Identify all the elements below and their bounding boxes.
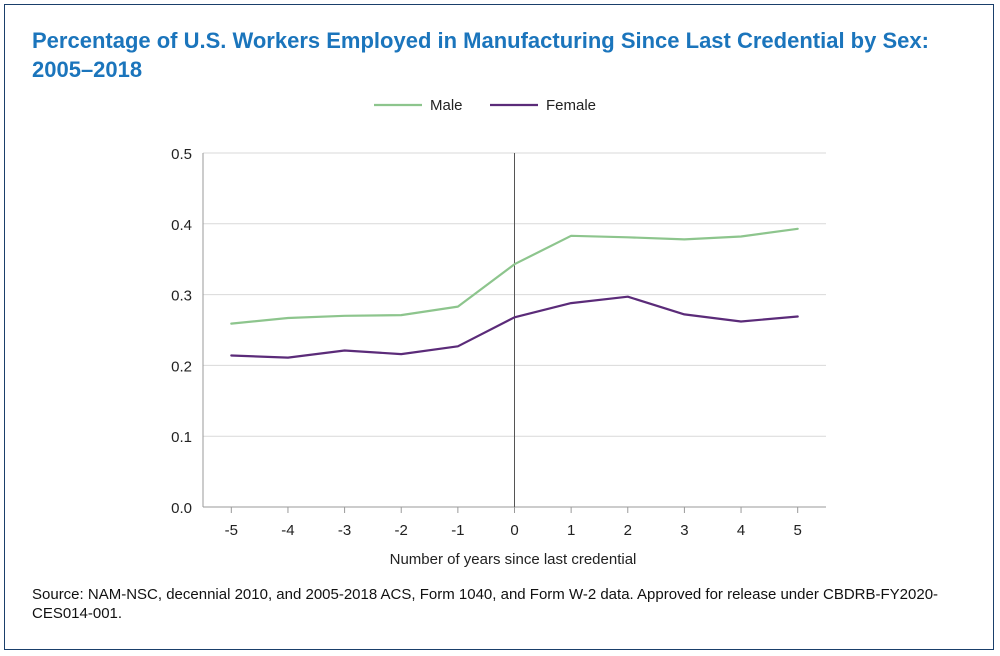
x-tick-label: 0 (510, 522, 518, 539)
chart-title: Percentage of U.S. Workers Employed in M… (32, 28, 929, 82)
y-tick-label: 0.0 (171, 500, 192, 517)
y-tick-label: 0.3 (171, 288, 192, 305)
y-tick-label: 0.2 (171, 358, 192, 375)
x-tick-label: 4 (737, 522, 745, 539)
x-tick-label: -3 (338, 522, 351, 539)
x-tick-label: -5 (225, 522, 238, 539)
y-tick-label: 0.1 (171, 429, 192, 446)
series (230, 227, 799, 359)
legend-label-female: Female (546, 97, 596, 114)
x-tick-label: 1 (567, 522, 575, 539)
series-line-male (230, 227, 799, 325)
x-tick-label: 2 (624, 522, 632, 539)
axes: 0.0 0.1 0.2 0.3 0.4 0.5 -5 -4 -3 -2 -1 0 1 2 3 4 5 (171, 146, 826, 539)
legend: Male Female (374, 97, 596, 114)
y-tick-label: 0.5 (171, 146, 192, 163)
y-tick-label: 0.4 (171, 217, 192, 234)
x-axis-label: Number of years since last credential (390, 551, 637, 568)
x-tick-label: -2 (395, 522, 408, 539)
source-note: Source: NAM-NSC, decennial 2010, and 200… (32, 586, 939, 622)
figure-frame (4, 4, 994, 650)
x-tick-label: 5 (794, 522, 802, 539)
x-tick-label: -1 (451, 522, 464, 539)
series-line-female (230, 295, 799, 359)
legend-label-male: Male (430, 97, 463, 114)
x-tick-label: 3 (680, 522, 688, 539)
x-tick-label: -4 (281, 522, 294, 539)
